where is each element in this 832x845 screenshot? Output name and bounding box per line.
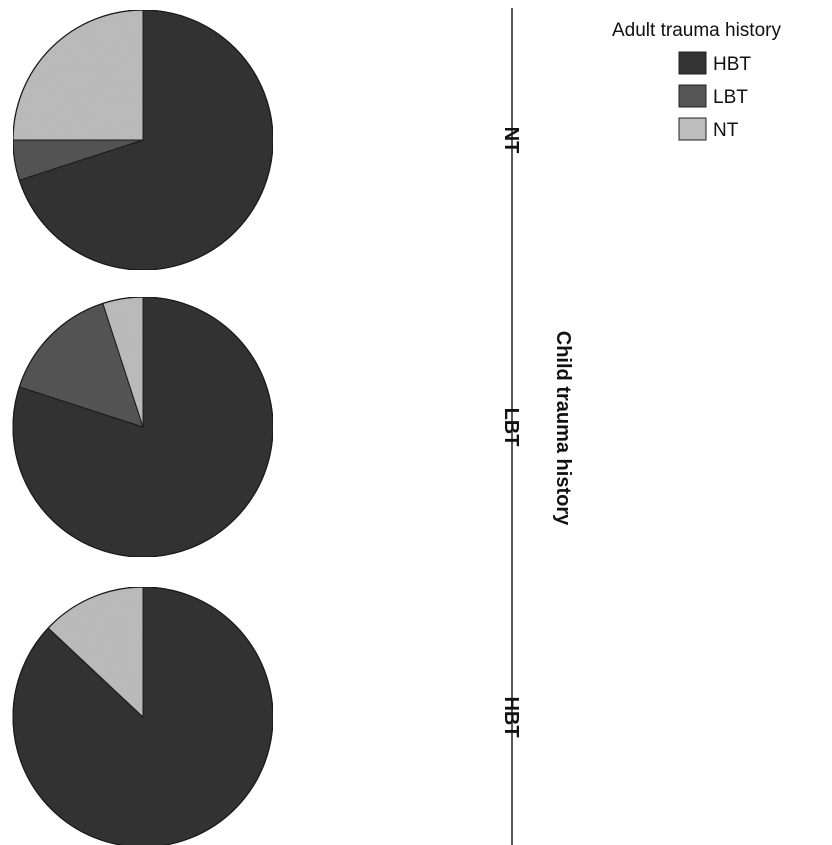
pie-group	[12, 9, 274, 845]
legend-label-hbt: HBT	[713, 54, 751, 75]
legend-title: Adult trauma history	[612, 20, 781, 41]
slice-nt-nt	[12, 9, 144, 141]
legend-swatch-hbt	[678, 51, 707, 75]
pie-hbt	[12, 586, 274, 845]
pie-nt	[12, 9, 274, 271]
legend-label-nt: NT	[713, 120, 739, 141]
legend: Adult trauma history HBT LBT NT	[612, 20, 781, 141]
row-label-hbt: HBT	[500, 696, 522, 737]
pie-outline-nt	[12, 9, 274, 271]
row-label-lbt: LBT	[500, 408, 522, 447]
row-label-nt: NT	[500, 127, 522, 154]
pie-lbt	[12, 296, 274, 558]
legend-label-lbt: LBT	[713, 87, 748, 108]
legend-swatch-nt	[678, 117, 707, 141]
pie-outline-hbt	[12, 586, 274, 845]
pie-outline-lbt	[12, 296, 274, 558]
legend-swatch-lbt	[678, 84, 707, 108]
facet-title: Child trauma history	[552, 331, 574, 526]
